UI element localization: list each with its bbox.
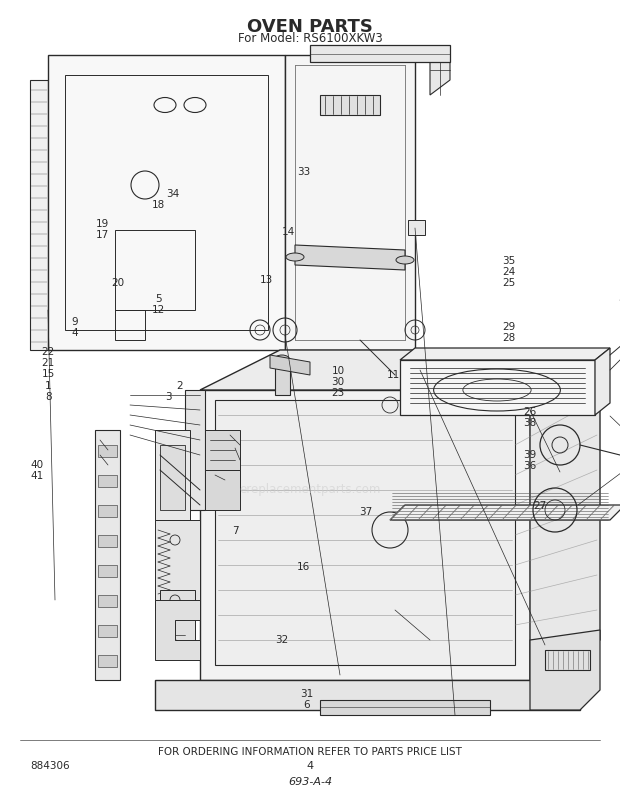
Text: 27: 27 [533, 501, 546, 510]
Text: 17: 17 [95, 231, 109, 240]
Polygon shape [160, 445, 185, 510]
Ellipse shape [274, 355, 290, 365]
Text: For Model: RS6100XKW3: For Model: RS6100XKW3 [237, 32, 383, 45]
Text: ereplacementparts.com: ereplacementparts.com [239, 483, 381, 496]
Text: 30: 30 [331, 378, 345, 387]
Text: 11: 11 [387, 371, 401, 380]
Polygon shape [205, 430, 240, 470]
Text: 34: 34 [166, 190, 179, 199]
Text: 6: 6 [304, 701, 310, 710]
Polygon shape [530, 630, 600, 710]
Polygon shape [200, 350, 600, 390]
Polygon shape [200, 390, 530, 680]
Text: 8: 8 [45, 392, 51, 401]
Text: 33: 33 [297, 167, 311, 177]
Polygon shape [155, 520, 200, 610]
Text: 37: 37 [359, 507, 373, 517]
Text: 41: 41 [30, 472, 44, 481]
Polygon shape [160, 590, 195, 650]
Text: FOR ORDERING INFORMATION REFER TO PARTS PRICE LIST: FOR ORDERING INFORMATION REFER TO PARTS … [158, 747, 462, 757]
Circle shape [170, 640, 180, 650]
Text: 26: 26 [523, 408, 537, 417]
Text: 31: 31 [300, 689, 314, 698]
Polygon shape [155, 680, 580, 710]
Text: 24: 24 [502, 267, 515, 276]
Polygon shape [595, 348, 610, 415]
Polygon shape [48, 55, 285, 350]
Polygon shape [205, 470, 240, 510]
Bar [98, 535, 117, 547]
Text: OVEN PARTS: OVEN PARTS [247, 18, 373, 36]
Bar [98, 625, 117, 637]
Text: 32: 32 [275, 635, 289, 645]
Text: 13: 13 [260, 276, 273, 285]
Text: 1: 1 [45, 381, 51, 390]
Text: 9: 9 [71, 318, 78, 327]
Polygon shape [155, 430, 190, 520]
Text: 29: 29 [502, 322, 515, 332]
Text: 15: 15 [42, 370, 55, 379]
Text: 693-A-4: 693-A-4 [288, 777, 332, 787]
Bar [98, 655, 117, 667]
Text: 36: 36 [523, 461, 537, 471]
Text: 40: 40 [30, 460, 44, 469]
Text: 884306: 884306 [30, 761, 70, 771]
Polygon shape [95, 430, 120, 680]
Text: 39: 39 [523, 450, 537, 460]
Polygon shape [400, 348, 610, 360]
Text: 38: 38 [523, 419, 537, 428]
Text: 2: 2 [177, 381, 183, 390]
Bar [98, 565, 117, 577]
Polygon shape [430, 55, 450, 95]
Text: 25: 25 [502, 278, 515, 288]
Text: 5: 5 [155, 295, 161, 304]
Text: 3: 3 [166, 392, 172, 401]
Ellipse shape [396, 256, 414, 264]
Polygon shape [320, 700, 490, 715]
Text: 18: 18 [151, 201, 165, 210]
Text: 16: 16 [297, 562, 311, 572]
Polygon shape [400, 360, 595, 415]
Polygon shape [530, 350, 600, 680]
Bar [98, 445, 117, 457]
Text: 22: 22 [42, 348, 55, 357]
Text: 4: 4 [306, 761, 314, 771]
Bar [98, 505, 117, 517]
Polygon shape [270, 355, 310, 375]
Polygon shape [445, 380, 465, 395]
Text: 10: 10 [331, 367, 345, 376]
Polygon shape [390, 505, 620, 520]
Polygon shape [30, 80, 48, 350]
Ellipse shape [286, 253, 304, 261]
Text: 19: 19 [95, 220, 109, 229]
Polygon shape [285, 55, 415, 350]
Text: 4: 4 [71, 329, 78, 338]
Polygon shape [408, 220, 425, 235]
Polygon shape [295, 245, 405, 270]
Text: 28: 28 [502, 333, 515, 343]
Bar [320, 95, 380, 115]
Text: 12: 12 [151, 306, 165, 315]
Polygon shape [185, 390, 205, 510]
Text: 7: 7 [232, 526, 239, 536]
Bar [98, 595, 117, 607]
Polygon shape [275, 360, 290, 395]
Polygon shape [155, 600, 200, 660]
Polygon shape [215, 400, 515, 665]
Text: 21: 21 [42, 359, 55, 368]
Text: 23: 23 [331, 389, 345, 398]
Polygon shape [310, 45, 450, 62]
Text: 20: 20 [111, 278, 125, 288]
Text: 35: 35 [502, 256, 515, 265]
Bar [98, 475, 117, 487]
Text: 14: 14 [281, 228, 295, 237]
Polygon shape [545, 650, 590, 670]
